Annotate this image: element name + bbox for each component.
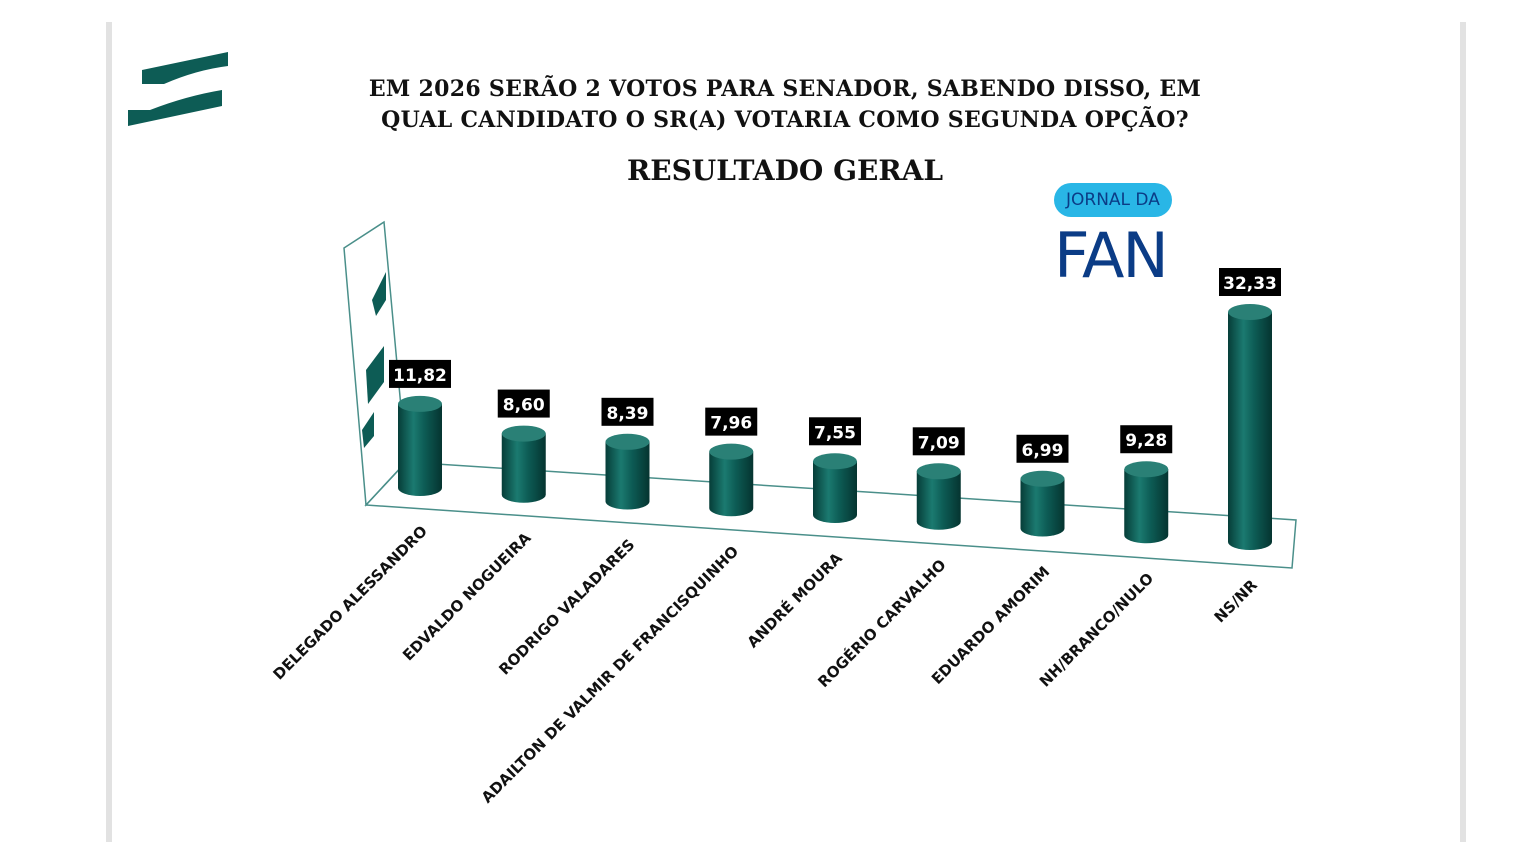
frame-left-border <box>106 22 112 842</box>
value-label-7-box <box>1120 425 1173 454</box>
bar-7-top <box>1124 461 1169 478</box>
bar-2-top <box>605 433 650 450</box>
chart-title-line2: QUAL CANDIDATO O SR(A) VOTARIA COMO SEGU… <box>381 107 1189 133</box>
chart-value-labels: 11,82 8,60 8,39 7,96 7,55 7,09 6,99 9,28 32,33 <box>389 268 1281 463</box>
bar-5-top <box>916 463 961 480</box>
bar-7-body <box>1124 469 1169 544</box>
bar-4-body <box>813 461 857 523</box>
bar-8-body <box>1228 312 1272 550</box>
category-label-6: EDUARDO AMORIM <box>928 563 1053 688</box>
bar-6-top <box>1020 470 1065 487</box>
fan-logo-top-text: JORNAL DA <box>1054 183 1172 217</box>
value-label-0: 11,82 <box>393 366 447 386</box>
value-label-5-box <box>912 427 965 456</box>
chart-title: EM 2026 SERÃO 2 VOTOS PARA SENADOR, SABE… <box>330 74 1240 136</box>
wall-logo-mark-1 <box>372 272 386 316</box>
value-label-4: 7,55 <box>814 423 856 443</box>
fan-logo-word: FAN <box>1054 219 1169 292</box>
value-label-8-box <box>1219 268 1281 296</box>
value-label-2-box <box>601 397 654 426</box>
value-label-8: 32,33 <box>1223 274 1277 294</box>
value-label-6: 6,99 <box>1022 441 1064 461</box>
wall-logo-mark-2 <box>366 346 384 404</box>
category-label-1: EDVALDO NOGUEIRA <box>399 529 535 665</box>
bar-3-top <box>709 443 754 460</box>
institute-logo-icon <box>128 52 228 126</box>
category-label-3: ADAILTON DE VALMIR DE FRANCISQUINHO <box>478 542 742 806</box>
value-label-7: 9,28 <box>1125 431 1167 451</box>
bar-6-body <box>1020 478 1065 537</box>
bar-5-body <box>916 471 961 530</box>
value-label-0-box <box>389 359 451 388</box>
value-label-4-box <box>809 417 861 446</box>
category-label-4: ANDRÉ MOURA <box>743 548 846 651</box>
jornal-da-fan-logo-icon: JORNAL DA FAN <box>1052 183 1192 292</box>
value-label-1: 8,60 <box>503 396 545 416</box>
frame-right-border <box>1460 22 1466 842</box>
bar-2-body <box>605 441 650 510</box>
category-label-5: ROGÉRIO CARVALHO <box>814 555 950 691</box>
value-label-5: 7,09 <box>918 433 960 453</box>
bar-4-top <box>813 453 857 470</box>
chart-title-line1: EM 2026 SERÃO 2 VOTOS PARA SENADOR, SABE… <box>368 76 1202 102</box>
value-label-3-box <box>705 407 758 436</box>
value-label-1-box <box>497 389 550 418</box>
chart-subtitle: RESULTADO GERAL <box>626 154 944 187</box>
value-label-6-box <box>1016 434 1069 463</box>
chart-bars <box>398 304 1272 550</box>
bar-1-top <box>501 425 546 442</box>
value-label-2: 8,39 <box>607 404 649 424</box>
bar-3-body <box>709 451 754 517</box>
bar-8-top <box>1228 304 1272 320</box>
bar-1-body <box>501 433 546 503</box>
wall-logo-mark-3 <box>362 412 374 448</box>
bar-0-top <box>398 395 442 412</box>
value-label-3: 7,96 <box>710 414 752 434</box>
bar-0-body <box>398 403 442 496</box>
category-label-7: NH/BRANCO/NULO <box>1036 569 1157 690</box>
category-label-8: NS/NR <box>1211 576 1261 626</box>
